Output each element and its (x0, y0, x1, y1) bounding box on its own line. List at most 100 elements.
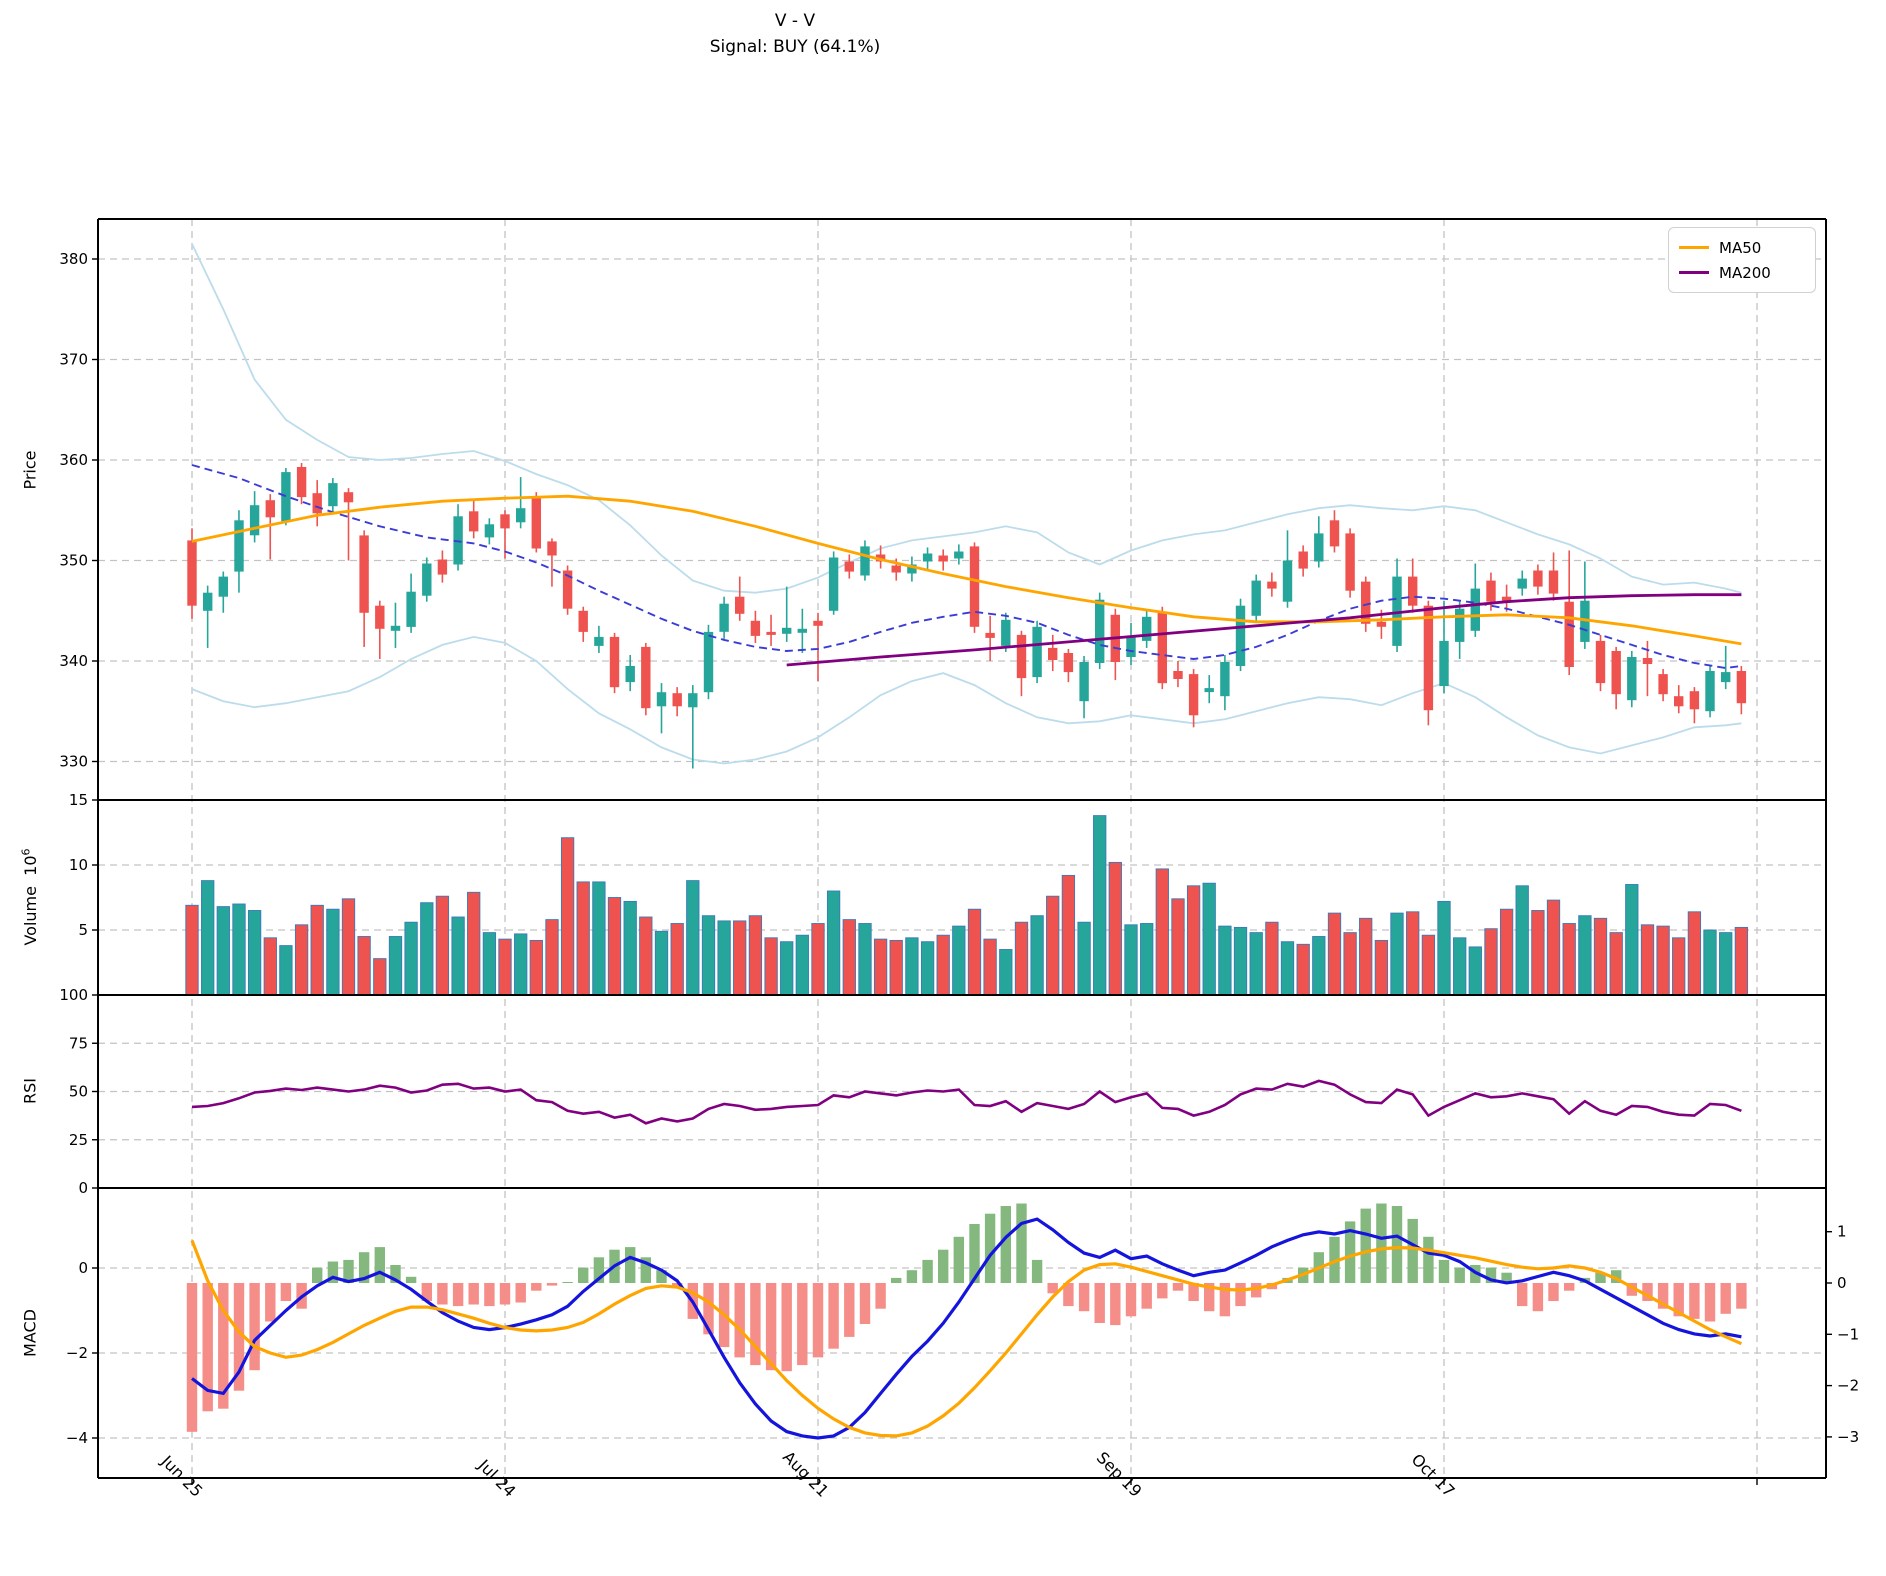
candle (1439, 640, 1449, 687)
volume-bar (294, 924, 309, 996)
candle (1455, 608, 1465, 642)
candle (500, 514, 510, 529)
y-tick-label: 330 (59, 753, 88, 771)
macd-hist-bar-positive (891, 1277, 902, 1283)
macd-hist-bar-negative (1094, 1283, 1105, 1323)
y-tick-label: 350 (59, 552, 88, 570)
volume-bar (216, 906, 230, 996)
volume-bar (498, 938, 512, 996)
volume-bar (654, 930, 669, 996)
candle (1188, 674, 1199, 716)
macd-signal-line (190, 1239, 1743, 1438)
macd-hist-bar-positive (1329, 1236, 1340, 1283)
chart-title: V - V Signal: BUY (64.1%) (710, 8, 881, 60)
volume-bar (1390, 912, 1404, 996)
macd-hist-bar-negative (1689, 1283, 1700, 1319)
volume-bar (326, 908, 340, 996)
volume-bar (1562, 923, 1576, 996)
volume-bar (310, 904, 324, 996)
candle (375, 605, 385, 629)
candle (594, 636, 604, 646)
macd-hist-bar-positive (562, 1282, 573, 1283)
volume-bar (1327, 912, 1342, 996)
macd-hist-bar-negative (1720, 1283, 1731, 1314)
volume-bar (1719, 932, 1733, 996)
candle (907, 564, 917, 574)
macd-hist-bar-negative (515, 1283, 526, 1303)
candle (343, 492, 354, 503)
volume-bar (373, 958, 387, 996)
candle (390, 625, 401, 631)
macd-hist-bar-negative (1548, 1283, 1559, 1301)
volume-bar (639, 916, 653, 996)
volume-bar (1578, 915, 1592, 996)
candle (1142, 616, 1152, 641)
candle (1705, 671, 1715, 712)
volume-bar (1625, 884, 1639, 996)
macd-hist-bar-positive (1438, 1259, 1450, 1283)
candle (656, 692, 667, 707)
volume-bar (1249, 932, 1263, 996)
macd-hist-bar-positive (390, 1265, 401, 1283)
bollinger-bands (191, 243, 1742, 765)
macd-hist-bar-negative (1673, 1283, 1684, 1317)
macd-hist-bar-positive (922, 1259, 933, 1283)
macd-hist-bar-negative (1235, 1283, 1246, 1307)
volume-bars (185, 815, 1749, 996)
volume-bar (1374, 939, 1389, 996)
volume-bar (1046, 895, 1060, 996)
macd-hist-bar-positive (1595, 1272, 1606, 1283)
y-tick-label: 0 (78, 1179, 88, 1197)
candle (875, 554, 886, 562)
macd-hist-bar-positive (343, 1259, 354, 1283)
volume-bar (983, 938, 997, 996)
y-tick-label: 0 (78, 1259, 88, 1277)
candle (735, 596, 745, 614)
macd-hist-bar-negative (202, 1283, 213, 1412)
candle (578, 610, 588, 632)
candle (1329, 520, 1340, 547)
macd-hist-bar-positive (906, 1270, 918, 1283)
volume-bar (1672, 937, 1686, 996)
volume-bar (1734, 926, 1749, 996)
candle (1345, 533, 1355, 591)
volume-bar (247, 910, 262, 996)
x-tick-label: Oct 17 (1408, 1450, 1459, 1501)
macd-lines (190, 1217, 1743, 1440)
volume-bar (357, 936, 371, 996)
macd-hist-bar-negative (1564, 1283, 1575, 1291)
volume-bar (780, 941, 794, 996)
macd-hist-bar-negative (1704, 1283, 1716, 1322)
candle (1267, 581, 1277, 589)
y-tick-label: 15 (69, 791, 88, 809)
candle (1298, 551, 1308, 569)
price-axis-label: Price (20, 450, 40, 490)
candle (234, 520, 244, 572)
volume-bar (1218, 925, 1232, 996)
candle (1736, 671, 1747, 704)
candle (1204, 688, 1214, 693)
macd-hist-bar-negative (452, 1283, 464, 1307)
macd-hist-bar-negative (781, 1283, 792, 1372)
y-tick-label: −2 (66, 1344, 88, 1362)
volume-bar (1296, 943, 1310, 996)
volume-bar (1421, 934, 1436, 996)
candle (688, 693, 698, 708)
macd-hist-bar-negative (797, 1283, 808, 1366)
x-tick-label: Aug 21 (779, 1447, 833, 1501)
candle (531, 496, 541, 549)
volume-bar (889, 939, 903, 996)
macd-hist-bar-negative (468, 1283, 479, 1305)
volume-bar (185, 904, 199, 996)
volume-bar (1312, 936, 1326, 996)
volume-bar (201, 880, 215, 996)
macd-hist-bar-negative (546, 1283, 558, 1286)
candle (703, 631, 714, 693)
ma50-legend-label: MA50 (1719, 238, 1762, 257)
volume-bar (1437, 900, 1451, 996)
macd-hist-bar-positive (1611, 1270, 1622, 1283)
bb-mid-line (191, 464, 1742, 669)
volume-bar (576, 881, 590, 996)
macd-hist-bar-negative (265, 1283, 276, 1322)
candle (1501, 596, 1512, 601)
